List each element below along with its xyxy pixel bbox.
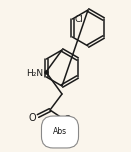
Text: O: O bbox=[28, 113, 36, 123]
Text: O: O bbox=[64, 115, 72, 125]
Text: H₂N: H₂N bbox=[26, 69, 43, 78]
Text: Cl: Cl bbox=[74, 16, 83, 24]
Text: Abs: Abs bbox=[53, 128, 67, 136]
